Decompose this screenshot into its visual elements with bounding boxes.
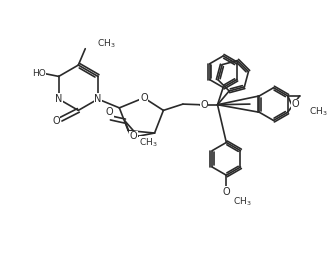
Text: O: O	[140, 93, 148, 103]
Text: O: O	[200, 100, 208, 110]
Text: O: O	[52, 116, 60, 126]
Text: CH$_3$: CH$_3$	[309, 106, 327, 118]
Text: O: O	[106, 107, 113, 117]
Text: O: O	[291, 99, 299, 109]
Text: HO: HO	[32, 69, 46, 78]
Text: N: N	[55, 94, 62, 104]
Text: O: O	[129, 131, 137, 141]
Text: CH$_3$: CH$_3$	[233, 195, 252, 208]
Text: CH$_3$: CH$_3$	[97, 38, 116, 50]
Text: CH$_3$: CH$_3$	[139, 136, 158, 149]
Text: N: N	[94, 94, 101, 104]
Text: O: O	[222, 186, 230, 197]
